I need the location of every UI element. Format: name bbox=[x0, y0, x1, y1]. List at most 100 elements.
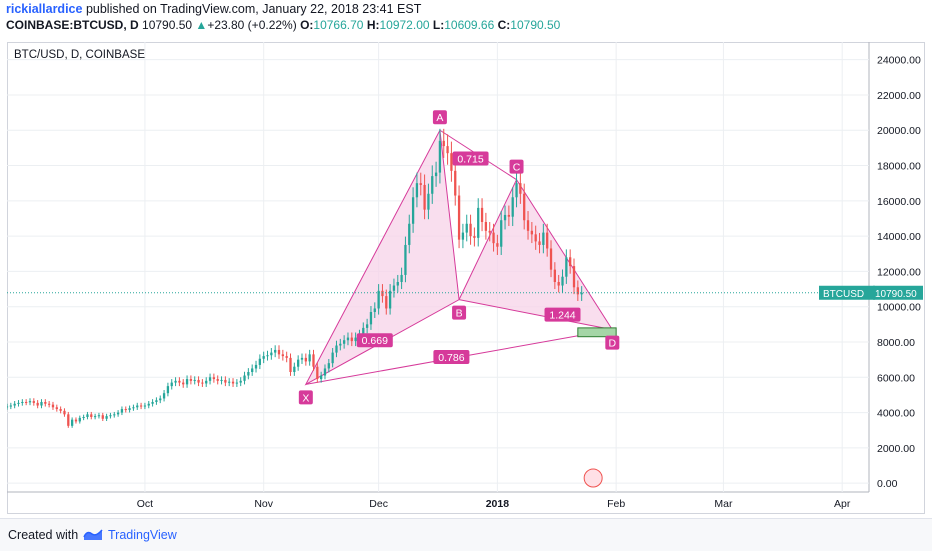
candle bbox=[400, 267, 403, 290]
candle-body bbox=[208, 377, 212, 381]
candle bbox=[350, 332, 353, 347]
candle-body bbox=[70, 419, 74, 426]
candle-body bbox=[109, 415, 112, 417]
x-tick-label: Apr bbox=[834, 498, 851, 510]
candle bbox=[78, 415, 81, 424]
candle-body bbox=[78, 417, 81, 422]
candle bbox=[289, 353, 292, 376]
candle-body bbox=[549, 248, 553, 270]
candle bbox=[300, 353, 304, 364]
candle-body bbox=[408, 223, 411, 245]
symbol-label: COINBASE:BTCUSD, D bbox=[6, 18, 139, 32]
candle bbox=[304, 353, 307, 366]
point-label-x: X bbox=[302, 392, 309, 404]
point-label-bg bbox=[509, 159, 524, 174]
candle-body bbox=[515, 183, 518, 198]
candle bbox=[124, 406, 127, 413]
candle bbox=[97, 412, 101, 419]
low-value: 10609.66 bbox=[444, 18, 495, 32]
candle-body bbox=[258, 358, 262, 365]
price-chart[interactable]: 24000.00 22000.00 20000.00 18000.00 16000.00… bbox=[7, 42, 925, 514]
candle bbox=[388, 284, 392, 315]
candle bbox=[553, 262, 556, 290]
candle bbox=[507, 205, 511, 227]
chart-area[interactable]: 24000.00 22000.00 20000.00 18000.00 16000.00… bbox=[7, 42, 925, 514]
candle bbox=[132, 404, 135, 411]
candle bbox=[480, 198, 484, 232]
candle bbox=[465, 214, 468, 242]
candle-body bbox=[427, 193, 430, 210]
candle-body bbox=[431, 176, 434, 194]
candle-body bbox=[224, 379, 227, 383]
tradingview-brand[interactable]: TradingView bbox=[108, 528, 177, 542]
candle-body bbox=[519, 183, 522, 194]
candle bbox=[63, 408, 66, 417]
candle bbox=[557, 274, 560, 293]
low-label: L: bbox=[432, 18, 445, 32]
candle bbox=[484, 212, 488, 240]
candle-body bbox=[44, 402, 47, 404]
candle bbox=[503, 205, 507, 230]
candle bbox=[342, 335, 346, 349]
candle-body bbox=[262, 356, 265, 359]
candle bbox=[262, 351, 265, 364]
candle-body bbox=[170, 382, 173, 387]
high-label: H: bbox=[366, 18, 380, 32]
candle-body bbox=[82, 417, 85, 418]
candle bbox=[247, 368, 250, 380]
point-label-a: A bbox=[436, 112, 443, 124]
candle-body bbox=[457, 195, 461, 240]
candle bbox=[297, 355, 300, 371]
candle-body bbox=[316, 366, 319, 380]
created-with-text: Created with bbox=[8, 528, 79, 542]
candle-body bbox=[36, 402, 39, 406]
y-tick-label: 10000.00 bbox=[877, 302, 921, 314]
candle-body bbox=[346, 337, 350, 341]
candle-body bbox=[67, 414, 70, 426]
candle-body bbox=[120, 409, 124, 413]
candle-body bbox=[404, 244, 407, 275]
candle-body bbox=[97, 415, 101, 417]
tradingview-logo-icon bbox=[83, 529, 103, 540]
candle bbox=[492, 223, 495, 252]
candle-body bbox=[572, 266, 576, 288]
candle-body bbox=[86, 414, 89, 417]
candle bbox=[377, 284, 380, 315]
candle bbox=[434, 161, 438, 187]
candle-body bbox=[243, 375, 246, 381]
candle-body bbox=[13, 403, 16, 406]
candle bbox=[569, 249, 572, 274]
candle bbox=[530, 221, 534, 244]
candle bbox=[67, 411, 70, 428]
candle-body bbox=[9, 405, 12, 407]
candle bbox=[224, 376, 227, 387]
candle bbox=[542, 223, 545, 254]
candle-body bbox=[59, 409, 62, 411]
price-tag-bg bbox=[873, 285, 923, 300]
ratio-label-bg bbox=[433, 350, 470, 364]
candle-body bbox=[32, 401, 35, 403]
candle bbox=[526, 211, 530, 240]
author-link[interactable]: rickiallardice bbox=[6, 2, 83, 16]
candle-body bbox=[415, 183, 419, 198]
candle-body bbox=[270, 352, 273, 356]
candle-body bbox=[124, 409, 127, 411]
candle bbox=[446, 134, 449, 165]
candle-body bbox=[93, 416, 97, 418]
candle-body bbox=[147, 403, 150, 406]
candle bbox=[155, 397, 158, 405]
candle-body bbox=[534, 234, 537, 242]
candle bbox=[274, 345, 277, 358]
candle-body bbox=[74, 419, 78, 422]
candle-body bbox=[473, 236, 476, 238]
candle bbox=[128, 405, 131, 413]
candle-body bbox=[40, 402, 43, 406]
candle bbox=[182, 379, 185, 388]
candle bbox=[565, 249, 568, 284]
candle-body bbox=[155, 400, 158, 402]
candle-body bbox=[116, 412, 120, 415]
candle bbox=[40, 399, 43, 409]
candle bbox=[365, 318, 369, 334]
candle bbox=[423, 174, 426, 220]
candle-body bbox=[90, 414, 93, 417]
